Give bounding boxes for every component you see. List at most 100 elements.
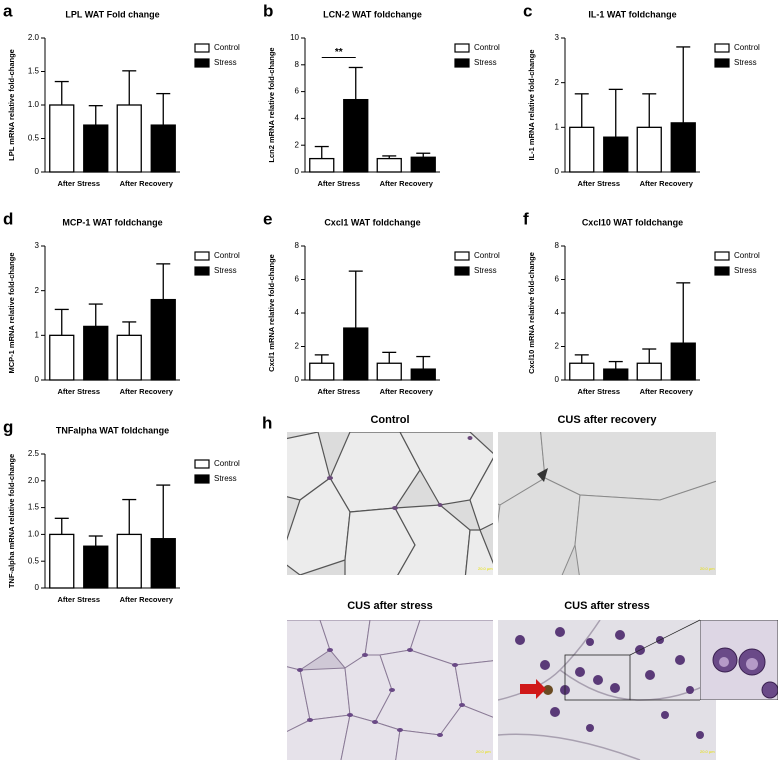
x-tick-label: After Recovery <box>120 179 174 188</box>
chart-title: LCN-2 WAT foldchange <box>323 9 422 19</box>
chart-title: MCP-1 WAT foldchange <box>62 217 162 227</box>
y-tick-label: 1.0 <box>28 100 40 109</box>
x-tick-label: After Stress <box>57 387 100 396</box>
bar <box>150 124 176 173</box>
x-tick-label: After Stress <box>317 179 360 188</box>
y-tick-label: 2 <box>295 342 300 351</box>
y-tick-label: 0 <box>35 167 40 176</box>
y-tick-label: 8 <box>295 60 300 69</box>
y-tick-label: 4 <box>295 308 300 317</box>
chart-title: LPL WAT Fold change <box>65 9 159 19</box>
bar <box>670 122 696 173</box>
bar <box>116 533 142 589</box>
legend-label: Stress <box>734 58 757 67</box>
y-tick-label: 0.5 <box>28 134 40 143</box>
bar <box>603 368 629 381</box>
bar <box>569 362 595 381</box>
bar <box>343 327 369 381</box>
x-tick-label: After Stress <box>577 387 620 396</box>
legend-label: Control <box>214 251 240 260</box>
bar <box>410 156 436 173</box>
x-tick-label: After Recovery <box>640 387 694 396</box>
y-tick-label: 4 <box>295 114 300 123</box>
bar <box>410 368 436 381</box>
y-axis-label: TNF-alpha mRNA relative fold-change <box>7 454 16 588</box>
legend-swatch <box>454 58 470 68</box>
y-tick-label: 6 <box>295 275 300 284</box>
x-tick-label: After Recovery <box>120 595 174 604</box>
y-tick-label: 2.0 <box>28 476 40 485</box>
y-tick-label: 10 <box>290 33 299 42</box>
legend-swatch <box>194 459 210 469</box>
bar <box>150 538 176 589</box>
chart-title: Cxcl10 WAT foldchange <box>582 217 683 227</box>
chart-title: TNFalpha WAT foldchange <box>56 425 169 435</box>
y-tick-label: 6 <box>555 275 560 284</box>
bar <box>603 136 629 173</box>
y-tick-label: 1 <box>35 330 40 339</box>
bar <box>309 362 335 381</box>
y-tick-label: 4 <box>555 308 560 317</box>
y-axis-label: Cxcl10 mRNA relative fold-change <box>527 252 536 374</box>
bar <box>49 334 75 381</box>
annotation: ** <box>335 47 343 58</box>
panel-letter: f <box>523 209 529 228</box>
y-tick-label: 0 <box>555 167 560 176</box>
legend-label: Stress <box>214 58 237 67</box>
legend-swatch <box>454 266 470 276</box>
micrographs: h Control CUS after recovery CUS after s… <box>262 413 778 760</box>
chart-title: IL-1 WAT foldchange <box>588 9 676 19</box>
scale-bar: 20.0 µm <box>478 566 493 571</box>
legend-swatch <box>714 266 730 276</box>
panel-letter: e <box>263 209 272 228</box>
bar <box>116 334 142 381</box>
legend-label: Control <box>734 251 760 260</box>
panel-letter: d <box>3 209 13 228</box>
y-tick-label: 1.0 <box>28 530 40 539</box>
micrograph-recovery: 20.0 µm <box>498 432 716 575</box>
micrograph-inset <box>700 620 778 700</box>
y-tick-label: 2 <box>555 78 560 87</box>
legend-swatch <box>194 43 210 53</box>
x-tick-label: After Stress <box>577 179 620 188</box>
y-axis-label: LPL mRNA relative fold-change <box>7 49 16 161</box>
y-tick-label: 0 <box>555 375 560 384</box>
y-tick-label: 3 <box>555 33 560 42</box>
bar <box>376 157 402 173</box>
x-tick-label: After Stress <box>57 179 100 188</box>
legend-label: Control <box>214 459 240 468</box>
y-tick-label: 1.5 <box>28 67 40 76</box>
y-tick-label: 8 <box>555 241 560 250</box>
bar <box>83 124 109 173</box>
y-tick-label: 6 <box>295 87 300 96</box>
y-tick-label: 1.5 <box>28 503 40 512</box>
bar <box>309 157 335 173</box>
y-tick-label: 0 <box>295 167 300 176</box>
legend-label: Control <box>474 251 500 260</box>
legend-swatch <box>194 58 210 68</box>
x-tick-label: After Recovery <box>640 179 694 188</box>
x-tick-label: After Recovery <box>380 387 434 396</box>
legend-label: Control <box>734 43 760 52</box>
legend-label: Control <box>474 43 500 52</box>
bar <box>670 342 696 381</box>
scale-bar: 20.0 µm <box>700 566 715 571</box>
micrograph-stress-detail: 20.0 µm <box>498 620 716 760</box>
bar <box>343 98 369 173</box>
bar <box>636 126 662 173</box>
micrograph-stress: 20.0 µm <box>287 620 493 760</box>
y-tick-label: 3 <box>35 241 40 250</box>
y-axis-label: Lcn2 mRNA relative fold-change <box>267 47 276 162</box>
panel-letter: g <box>3 417 13 436</box>
image-title: CUS after recovery <box>557 414 657 426</box>
scale-bar: 20.0 µm <box>700 749 715 754</box>
image-title: CUS after stress <box>564 600 650 612</box>
image-title: CUS after stress <box>347 600 433 612</box>
legend-label: Stress <box>474 266 497 275</box>
y-axis-label: Cxcl1 mRNA relative fold-change <box>267 254 276 372</box>
bar <box>83 325 109 381</box>
legend-swatch <box>454 251 470 261</box>
legend-swatch <box>194 251 210 261</box>
legend-swatch <box>194 266 210 276</box>
legend-label: Stress <box>734 266 757 275</box>
